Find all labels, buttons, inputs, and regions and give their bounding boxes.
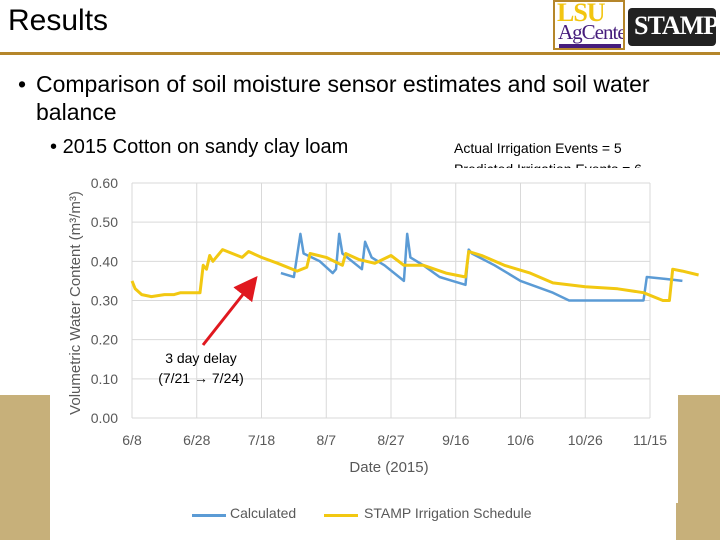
series-stamp-line	[130, 248, 699, 302]
main-bullet: • Comparison of soil moisture sensor est…	[18, 70, 678, 126]
y-tick-label: 0.10	[91, 371, 118, 387]
background-decoration-left	[0, 395, 50, 540]
annotation-arrow-glyph: →	[194, 370, 208, 386]
y-tick-label: 0.00	[91, 410, 118, 426]
lsu-logo-text: LSU	[557, 0, 606, 27]
x-tick-label: 8/27	[377, 432, 404, 448]
chart-background	[58, 168, 678, 503]
x-tick-label: 9/16	[442, 432, 469, 448]
series-calculated-line	[280, 232, 683, 302]
lsu-agcenter-logo: LSU AgCenter	[553, 0, 625, 50]
stamp-logo-text: STAMP	[634, 11, 719, 40]
legend-calculated-label: Calculated	[230, 505, 297, 521]
y-tick-label: 0.20	[91, 332, 118, 348]
annotation-line1: 3 day delay	[165, 350, 237, 366]
x-tick-label: 6/8	[122, 432, 142, 448]
y-tick-label: 0.50	[91, 214, 118, 230]
x-tick-label: 6/28	[183, 432, 210, 448]
y-tick-label: 0.60	[91, 175, 118, 191]
x-tick-label: 10/26	[568, 432, 603, 448]
x-axis-label: Date (2015)	[349, 459, 428, 476]
delay-arrow	[201, 275, 258, 346]
sub-bullet-text: 2015 Cotton on sandy clay loam	[62, 136, 349, 158]
background-decoration-right	[676, 395, 720, 540]
legend-calculated-swatch	[192, 514, 226, 517]
main-bullet-text: Comparison of soil moisture sensor estim…	[36, 71, 650, 125]
legend-stamp-swatch	[324, 514, 358, 517]
sub-bullet: • 2015 Cotton on sandy clay loam	[50, 136, 348, 159]
x-tick-label: 8/7	[317, 432, 337, 448]
annotation-date-to: 7/24)	[208, 370, 244, 386]
title-divider	[0, 52, 720, 55]
x-tick-label: 7/18	[248, 432, 275, 448]
stamp-logo: STAMP	[628, 8, 719, 46]
annotation-line2: (7/21 → 7/24)	[145, 368, 257, 388]
logo-tagline-bar	[559, 44, 621, 48]
agcenter-logo-text: AgCenter	[558, 20, 625, 44]
delay-annotation: 3 day delay (7/21 → 7/24)	[145, 348, 257, 388]
x-tick-label: 11/15	[633, 432, 667, 448]
bullet-dot: •	[18, 71, 27, 97]
y-axis-label: Volumetric Water Content (m³/m³)	[67, 191, 84, 415]
sub-bullet-dot: •	[50, 136, 58, 158]
actual-events-text: Actual Irrigation Events = 5	[454, 140, 622, 156]
x-tick-label: 10/6	[507, 432, 534, 448]
y-tick-label: 0.30	[91, 293, 118, 309]
annotation-date-from: (7/21	[158, 370, 194, 386]
y-tick-label: 0.40	[91, 253, 118, 269]
page-title: Results	[8, 4, 109, 37]
legend-stamp-label: STAMP Irrigation Schedule	[364, 505, 532, 521]
